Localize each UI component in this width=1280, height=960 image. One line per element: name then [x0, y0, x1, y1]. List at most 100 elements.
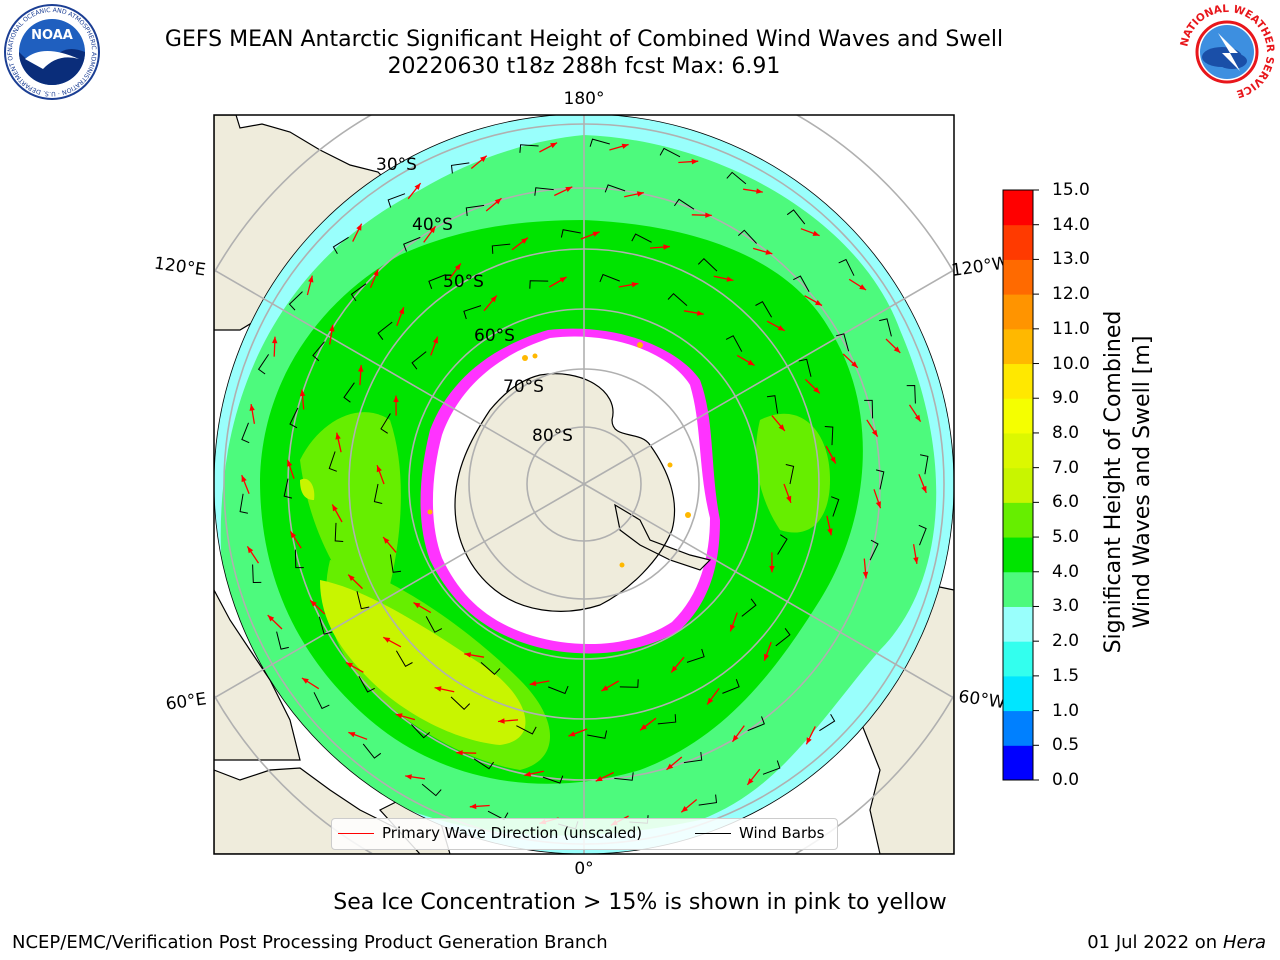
wind-barb	[519, 144, 539, 153]
wind-barb	[334, 522, 344, 542]
colorbar-label-line1: Significant Height of Combined	[1101, 310, 1126, 654]
wind-barb	[683, 752, 703, 764]
wave-arrowhead	[310, 600, 317, 607]
wave-arrowhead	[393, 395, 399, 402]
colorbar-bin	[1003, 606, 1033, 642]
wave-arrowhead	[813, 387, 820, 394]
colorbar-bin	[1003, 675, 1033, 712]
wave-arrowhead	[308, 275, 314, 283]
wind-barb	[356, 591, 370, 610]
lat-label-60s: 60°S	[474, 326, 515, 346]
wind-barb	[313, 692, 330, 710]
wave-arrowhead	[691, 158, 699, 165]
wave-arrowhead	[827, 528, 833, 536]
wind-barb	[283, 478, 293, 499]
wind-barb	[659, 147, 681, 158]
map-subtitle: 20220630 t18z 288h fcst Max: 6.91	[387, 54, 781, 79]
wave-arrowhead	[601, 685, 609, 691]
wave-arrowhead	[247, 546, 254, 554]
map-frame	[213, 114, 955, 855]
wave-arrowhead	[764, 653, 770, 661]
wind-barb	[614, 772, 634, 781]
credit-branch: NCEP/EMC/Verification Post Processing Pr…	[12, 932, 608, 953]
colorbar-tick-label: 8.0	[1052, 422, 1080, 443]
credit-date: 01 Jul 2022 on Hera	[1087, 932, 1266, 953]
colorbar-bin	[1003, 467, 1033, 503]
wind-barb	[875, 469, 885, 490]
wave-arrowhead	[914, 414, 921, 422]
colorbar-bin	[1003, 294, 1033, 330]
wind-barb	[350, 283, 367, 302]
colorbar-bin	[1003, 328, 1033, 365]
wind-barb	[241, 422, 250, 444]
wave-arrowhead	[921, 485, 927, 493]
wind-barb	[332, 236, 349, 255]
wave-arrowhead	[332, 504, 338, 512]
wind-barb	[819, 713, 836, 732]
wind-barb	[835, 333, 850, 352]
wave-arrowhead	[376, 465, 382, 473]
wind-barb	[465, 204, 485, 216]
wind-barb	[257, 354, 270, 375]
wave-arrowhead	[398, 307, 404, 315]
noaa-logo: NATIONAL OCEANIC AND ATMOSPHERIC ADMINIS…	[3, 3, 100, 100]
colorbar-tick-label: 2.0	[1052, 631, 1080, 652]
lon-label-180: 180°	[564, 89, 605, 109]
wind-barb	[824, 426, 834, 446]
colorbar-tick-label: 0.5	[1052, 735, 1080, 756]
lat-label-30s: 30°S	[376, 155, 417, 175]
lon-label-60e: 60°E	[165, 689, 208, 714]
lat-label-40s: 40°S	[412, 215, 453, 235]
wave-arrowhead	[348, 732, 356, 738]
wave-arrowhead	[777, 325, 785, 331]
wind-barb	[906, 384, 916, 404]
colorbar-frame	[1002, 189, 1034, 781]
map-legend: Primary Wave Direction (unscaled) Wind B…	[331, 818, 838, 850]
wave-arrowhead	[559, 277, 567, 283]
wave-arrowhead	[871, 429, 878, 437]
colorbar-tick-label: 11.0	[1052, 318, 1090, 339]
noaa-logo-text: NOAA	[31, 28, 73, 43]
wind-barb	[919, 454, 929, 475]
wave-arrowhead	[786, 495, 792, 503]
wind-barb	[318, 616, 333, 635]
wave-arrowhead	[756, 188, 763, 194]
wave-arrowhead	[747, 778, 754, 785]
wave-arrowhead	[565, 186, 573, 192]
wind-barb	[918, 524, 927, 546]
lon-label-60w: 60°W	[957, 687, 1006, 713]
wave-arrowhead	[521, 237, 528, 244]
wind-barb	[726, 171, 747, 185]
wave-arrowhead	[631, 282, 639, 288]
wind-barb	[328, 451, 337, 472]
wind-barb	[725, 335, 743, 352]
wave-arrowhead	[875, 501, 881, 509]
colorbar-tick-label: 1.5	[1052, 665, 1080, 686]
wind-barb	[793, 275, 810, 293]
colorbar-tick-label: 3.0	[1052, 596, 1080, 617]
wave-arrowhead	[299, 389, 306, 397]
wave-arrowhead	[830, 456, 836, 464]
colorbar-bin	[1003, 363, 1033, 399]
wind-barb	[722, 679, 740, 694]
wind-barb	[548, 685, 569, 695]
wind-barb	[589, 138, 610, 147]
colorbar-tick-label: 1.0	[1052, 700, 1080, 721]
wind-barb	[387, 193, 406, 208]
wind-barb	[560, 229, 581, 238]
lat-label-80s: 80°S	[532, 426, 573, 446]
wind-barb	[786, 209, 806, 225]
wave-arrowhead	[383, 637, 391, 643]
wave-arrowhead	[666, 763, 674, 770]
wind-barb	[864, 399, 874, 419]
wave-arrowhead	[272, 336, 278, 344]
wave-arrowhead	[494, 198, 502, 205]
wave-arrowhead	[769, 566, 775, 573]
wind-barbs	[239, 138, 929, 830]
wave-arrowhead	[456, 750, 463, 756]
wave-arrowhead	[621, 143, 629, 149]
wind-barb	[411, 724, 431, 739]
wave-arrowhead	[346, 662, 353, 668]
wave-arrowhead	[429, 226, 436, 234]
